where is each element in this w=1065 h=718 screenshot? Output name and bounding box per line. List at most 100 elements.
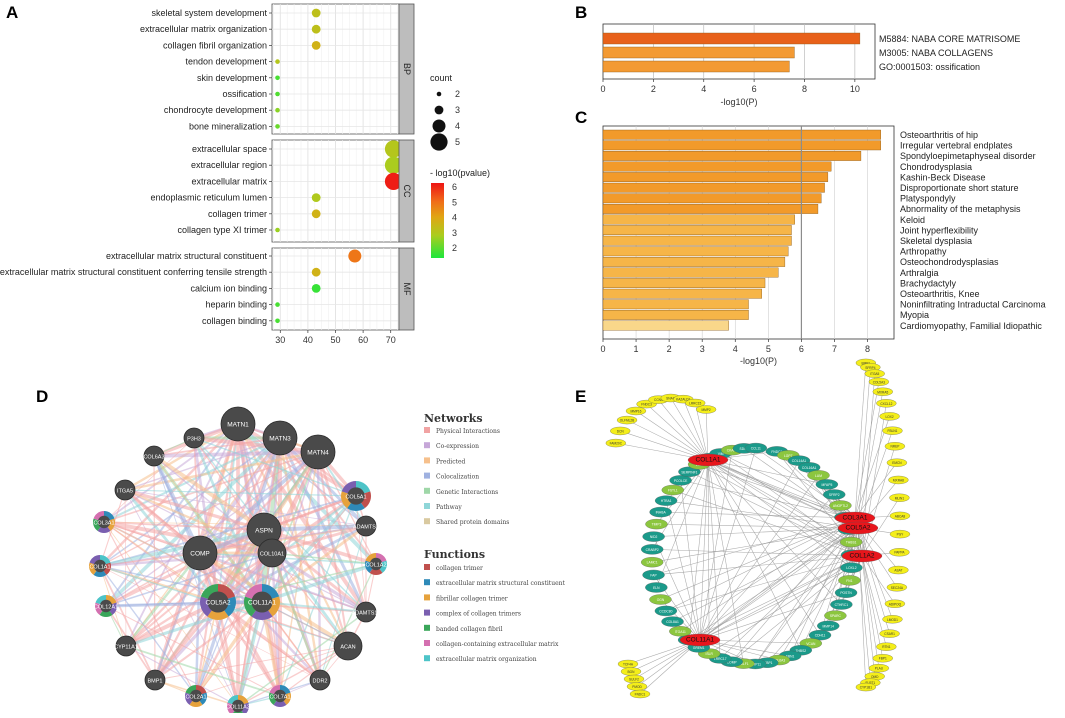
facet-label: CC: [402, 185, 412, 198]
network-node: ACAN: [333, 631, 363, 661]
bar-label: Arthropathy: [900, 247, 947, 257]
legend-function-label: collagen-containing extracellular matrix: [436, 641, 559, 648]
node-core: [220, 406, 256, 442]
legend-swatch: [424, 472, 430, 479]
node-shape: [879, 629, 900, 638]
node-label: FBN1: [786, 654, 795, 658]
node-shape: [649, 594, 672, 605]
network-edge: [199, 552, 377, 565]
node-label: LMOD1: [887, 618, 898, 622]
node-shape: [829, 500, 852, 511]
bar-label: Osteoarthritis of hip: [900, 130, 978, 140]
network-edge: [707, 459, 856, 519]
network-edge: [125, 552, 273, 647]
network-node: SULF2: [623, 674, 645, 684]
node-label: BMP1: [148, 679, 163, 685]
network-node: SPARC: [824, 610, 847, 621]
node-shape: [884, 442, 906, 451]
node-label: DDR2: [313, 679, 328, 685]
legend-function-label: fibrillar collagen trimer: [436, 595, 508, 602]
network-edge: [652, 527, 859, 563]
node-label: ITGA5: [117, 489, 133, 495]
node-core: [144, 669, 166, 691]
network-edge: [124, 489, 367, 613]
dot: [275, 75, 280, 81]
network-node: CRABP2: [641, 544, 664, 555]
facet-label: BP: [402, 63, 412, 75]
network-node: COL11A2: [226, 695, 250, 718]
term-label: collagen fibril organization: [163, 40, 267, 50]
network-edge: [105, 552, 273, 607]
node-label: HTRA1: [661, 499, 672, 503]
network-node: COL8A1: [661, 616, 684, 627]
node-label: COL1A2: [850, 553, 875, 560]
node-shape: [872, 654, 893, 663]
network-node: ELN: [645, 582, 668, 593]
node-label: CCDC80: [659, 609, 672, 613]
node-shape: [610, 426, 631, 436]
legend-pvalue-tick: 5: [452, 197, 457, 207]
network-node: COL1A1: [89, 555, 111, 577]
panel-label-e: E: [575, 387, 586, 406]
term-label: collagen type XI trimer: [177, 225, 267, 235]
node-label: MMP11: [750, 662, 761, 666]
dot: [275, 302, 280, 307]
network-edge: [707, 459, 710, 654]
network-edge: [124, 489, 239, 707]
network-node: DDR2: [309, 669, 331, 691]
network-edge: [699, 529, 850, 641]
node-shape: [855, 682, 877, 692]
legend-count-value: 2: [455, 89, 460, 99]
network-edge: [237, 645, 349, 707]
legend-pvalue-tick: 6: [452, 182, 457, 192]
node-label: CDH11: [815, 634, 826, 638]
node-shape: [882, 615, 903, 624]
x-tick-label: 6: [752, 84, 757, 94]
network-edge: [857, 527, 890, 634]
bar-label: Brachydactyly: [900, 278, 957, 288]
node-label: COL2A1: [185, 695, 206, 701]
dot: [275, 107, 280, 113]
node-shape: [837, 521, 879, 535]
node-label: COMP: [190, 551, 210, 558]
node-label: TIMP3: [652, 523, 662, 527]
network-node: LUM: [807, 470, 830, 481]
node-label: GREM1: [693, 646, 705, 650]
x-tick-label: 3: [700, 344, 705, 354]
network-edge: [653, 536, 701, 641]
x-tick-label: 4: [701, 84, 706, 94]
node-shape: [669, 475, 692, 486]
x-axis-title: -log10(P): [720, 97, 757, 107]
term-label: bone mineralization: [189, 121, 267, 131]
network-node: HTRA1: [654, 495, 678, 506]
network-edge: [666, 500, 859, 529]
network-edge: [680, 480, 701, 641]
bar: [602, 161, 832, 172]
node-label: COL6A3: [773, 659, 786, 663]
legend-count-value: 4: [455, 121, 460, 131]
node-label: P3H3: [187, 437, 201, 443]
network-edge: [854, 362, 867, 519]
network-edge: [216, 601, 282, 697]
node-shape: [840, 536, 863, 548]
node-shape: [629, 689, 651, 699]
node-label: MXRA8: [893, 478, 904, 482]
node-label: SEC24A: [891, 586, 904, 590]
network-edge: [124, 489, 127, 647]
node-label: ASPN: [255, 528, 273, 535]
node-shape: [823, 489, 846, 500]
term-label: skin development: [197, 73, 268, 83]
network-edge: [125, 552, 201, 647]
bar: [602, 140, 881, 151]
bar-label: Abnormality of the metaphysis: [900, 204, 1021, 214]
legend-count-value: 3: [455, 105, 460, 115]
network-node: ADAMTS7: [353, 515, 379, 537]
node-label: LOXL2: [846, 566, 856, 570]
bar-label: Keloid: [900, 215, 925, 225]
node-label: VCAN: [806, 642, 816, 646]
network-node: FSTL1: [661, 484, 684, 496]
term-label: extracellular matrix organization: [140, 24, 267, 34]
bar-label: Skeletal dysplasia: [900, 236, 972, 246]
x-tick-label: 0: [600, 84, 605, 94]
node-shape: [605, 438, 626, 448]
